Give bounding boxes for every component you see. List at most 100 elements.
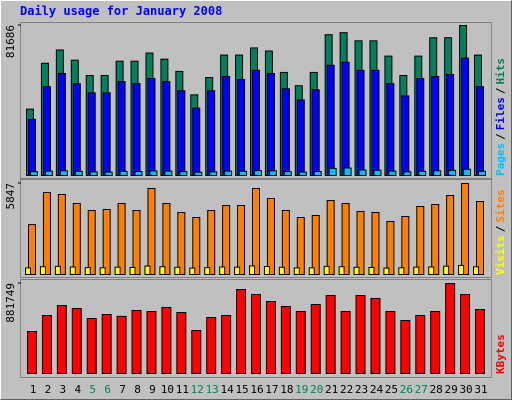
legend-separator: / — [494, 225, 507, 232]
bar — [433, 170, 442, 176]
bar — [446, 195, 455, 276]
bar — [388, 170, 397, 176]
bar — [27, 331, 37, 375]
bar — [461, 183, 470, 275]
bar — [356, 69, 365, 176]
bar — [326, 64, 335, 176]
bar — [371, 211, 380, 276]
bar — [42, 192, 51, 275]
bar — [161, 307, 172, 374]
bar — [132, 83, 141, 176]
x-tick-label: 4 — [74, 383, 81, 396]
bar — [266, 72, 275, 176]
x-tick-label: 24 — [370, 383, 384, 396]
bar — [281, 210, 290, 276]
bar — [341, 61, 350, 176]
bar — [131, 310, 142, 375]
x-tick-label: 2 — [45, 383, 52, 396]
bar — [251, 293, 261, 375]
bar — [401, 95, 410, 176]
x-tick-label: 10 — [161, 383, 174, 396]
y-tick-label: 81686 — [4, 25, 17, 58]
x-tick-label: 29 — [445, 383, 458, 396]
bar — [476, 201, 484, 275]
bar — [86, 317, 97, 374]
bar — [278, 266, 285, 275]
bar — [311, 215, 320, 275]
bar — [209, 171, 218, 177]
bar — [56, 305, 67, 375]
bar — [192, 217, 201, 275]
bar — [338, 266, 345, 275]
x-tick-label: 18 — [280, 383, 293, 396]
bar — [74, 170, 83, 176]
x-tick-label: 3 — [60, 383, 67, 396]
bar — [134, 171, 143, 177]
bar — [400, 319, 411, 375]
bar — [296, 99, 305, 176]
bar — [222, 204, 231, 275]
bar — [463, 168, 472, 176]
bar — [28, 118, 36, 176]
x-tick-label: 27 — [415, 383, 428, 396]
bar — [41, 315, 52, 374]
bar — [71, 308, 82, 374]
bar — [204, 267, 211, 276]
x-tick-label: 20 — [310, 383, 323, 396]
bar — [475, 309, 485, 374]
bar — [478, 170, 486, 176]
bar — [162, 81, 171, 176]
bar — [268, 170, 277, 176]
bar — [87, 210, 96, 276]
bar — [189, 267, 196, 276]
bar — [144, 265, 151, 276]
bar — [295, 311, 306, 374]
bar — [443, 265, 450, 276]
x-tick-label: 5 — [89, 383, 96, 396]
bar — [323, 265, 330, 276]
bar — [401, 215, 410, 275]
bar — [355, 294, 366, 375]
bar — [147, 78, 156, 176]
bar — [296, 217, 305, 275]
bar — [102, 208, 111, 275]
x-tick-label: 31 — [474, 383, 487, 396]
bar — [28, 224, 36, 275]
bar — [191, 330, 202, 375]
bar — [461, 57, 470, 176]
bar — [383, 267, 390, 276]
bar — [72, 202, 81, 275]
x-tick-label: 30 — [459, 383, 472, 396]
bar — [416, 78, 425, 176]
bar — [164, 170, 173, 176]
bar — [69, 266, 76, 275]
bar — [371, 69, 380, 176]
bar — [57, 72, 66, 176]
bar — [72, 83, 81, 176]
y-tick-label: 5847 — [4, 183, 17, 210]
legend-entry: KBytes — [494, 334, 507, 374]
x-tick-label: 14 — [221, 383, 235, 396]
bar — [219, 266, 226, 275]
x-tick-label: 1 — [30, 383, 37, 396]
bar — [207, 210, 216, 276]
x-tick-label: 21 — [325, 383, 338, 396]
bar — [117, 81, 126, 176]
bar — [358, 169, 367, 177]
bar — [149, 170, 158, 177]
bar — [308, 267, 315, 276]
bar — [89, 171, 98, 177]
bar — [311, 89, 320, 176]
x-tick-label: 6 — [104, 383, 111, 396]
bar — [146, 311, 157, 374]
bar — [416, 206, 425, 275]
x-tick-label: 11 — [176, 383, 189, 396]
x-tick-label: 8 — [134, 383, 141, 396]
bar — [30, 171, 38, 176]
bar — [194, 171, 203, 176]
bar — [54, 265, 61, 276]
legend: Pages / Files / Hits — [494, 58, 507, 176]
x-tick-label: 7 — [119, 383, 126, 396]
